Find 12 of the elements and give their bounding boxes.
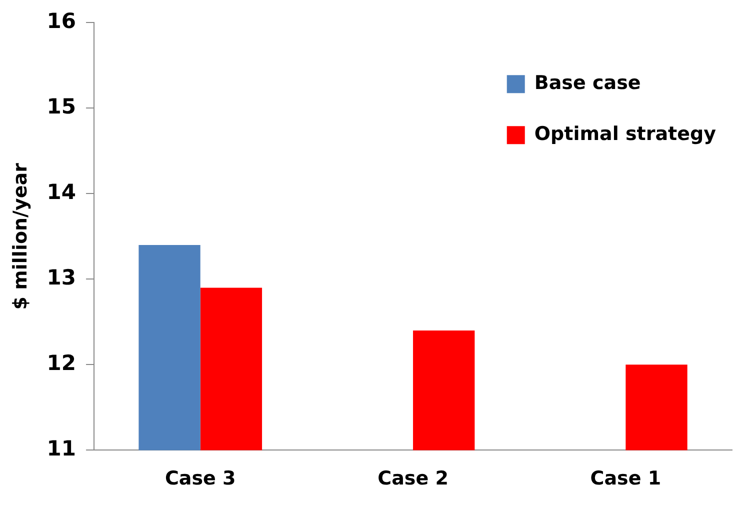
x-tick-label: Case 3 [164,468,236,490]
x-tick-label: Case 1 [590,468,662,490]
y-tick-label: 14 [46,180,76,204]
y-axis-title: $ million/year [9,162,32,310]
y-tick-label: 16 [46,9,76,34]
y-tick-label: 13 [46,266,76,290]
y-tick-label: 15 [46,94,76,119]
x-tick-label: Case 2 [378,468,448,490]
y-tick-label: 11 [46,436,76,461]
legend-label: Base case [534,72,641,94]
legend-label: Optimal strategy [534,123,717,146]
y-tick-label: 12 [46,351,76,376]
